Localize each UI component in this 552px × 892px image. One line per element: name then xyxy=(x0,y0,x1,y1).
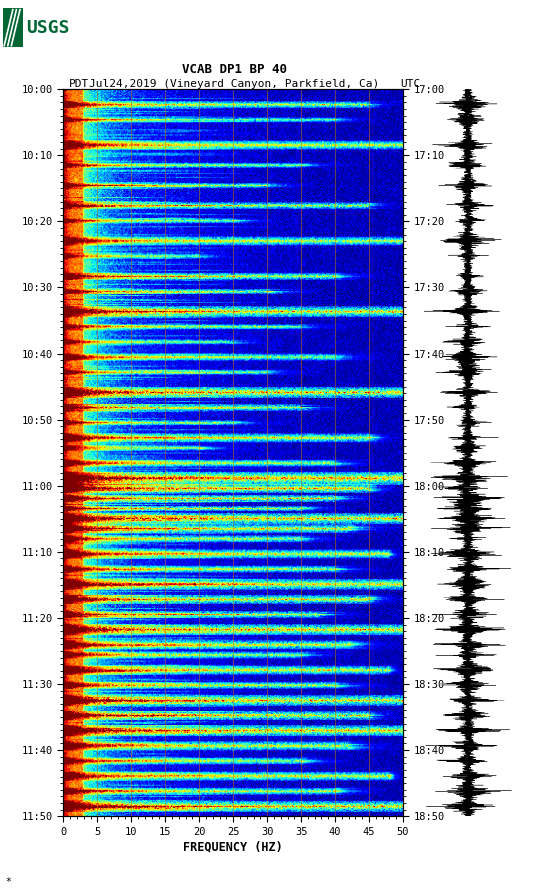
X-axis label: FREQUENCY (HZ): FREQUENCY (HZ) xyxy=(183,841,283,854)
Text: PDT: PDT xyxy=(69,79,89,89)
Text: USGS: USGS xyxy=(26,19,69,37)
Text: Jul24,2019 (Vineyard Canyon, Parkfield, Ca): Jul24,2019 (Vineyard Canyon, Parkfield, … xyxy=(89,79,380,89)
Text: *: * xyxy=(6,877,12,887)
Text: VCAB DP1 BP 40: VCAB DP1 BP 40 xyxy=(182,62,287,76)
Text: UTC: UTC xyxy=(400,79,421,89)
